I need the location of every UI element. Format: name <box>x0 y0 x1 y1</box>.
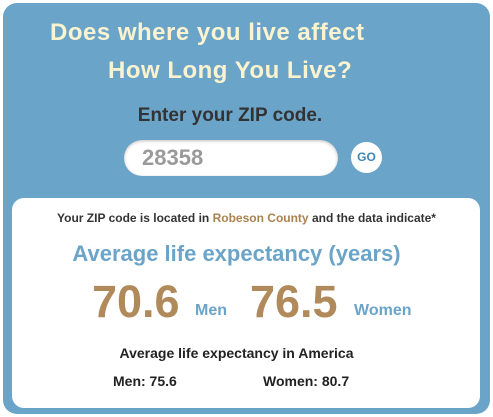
zip-value[interactable]: 28358 <box>142 145 204 170</box>
intro-text: and the data indicate* <box>311 211 436 225</box>
result-intro: Your ZIP code is located in Robeson Coun… <box>0 211 493 225</box>
america-men: Men: 75.6 <box>113 373 177 389</box>
men-label: Men <box>195 302 227 319</box>
women-label: Women <box>354 302 412 319</box>
america-women: Women: 80.7 <box>263 373 350 389</box>
zip-input[interactable] <box>124 140 338 176</box>
men-value: 70.6 <box>92 276 180 327</box>
women-value: 76.5 <box>250 276 338 327</box>
county-name: Robeson County <box>212 211 309 225</box>
title-line-2: How Long You Live? <box>108 57 353 84</box>
result-heading: Average life expectancy (years) <box>72 241 401 266</box>
america-heading: Average life expectancy in America <box>119 345 354 361</box>
result-panel <box>12 198 480 408</box>
intro-text: Your ZIP code is located in <box>57 211 210 225</box>
go-button[interactable]: GO <box>351 142 382 173</box>
zip-prompt: Enter your ZIP code. <box>137 105 323 126</box>
title-line-1: Does where you live affect <box>50 19 365 46</box>
